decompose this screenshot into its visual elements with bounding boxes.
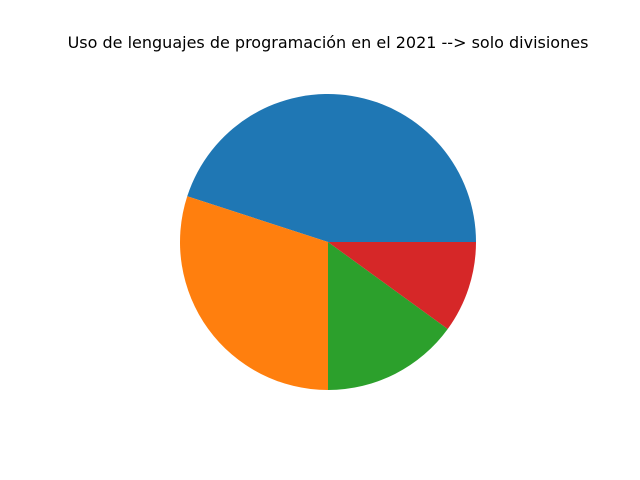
pie-slice-1 (187, 93, 477, 242)
pie-slices (179, 93, 477, 390)
pie-slice-3 (328, 242, 448, 390)
pie-slice-4 (328, 242, 476, 329)
chart-title: Uso de lenguajes de programación en el 2… (67, 33, 589, 52)
pie-slice-2 (179, 196, 328, 390)
